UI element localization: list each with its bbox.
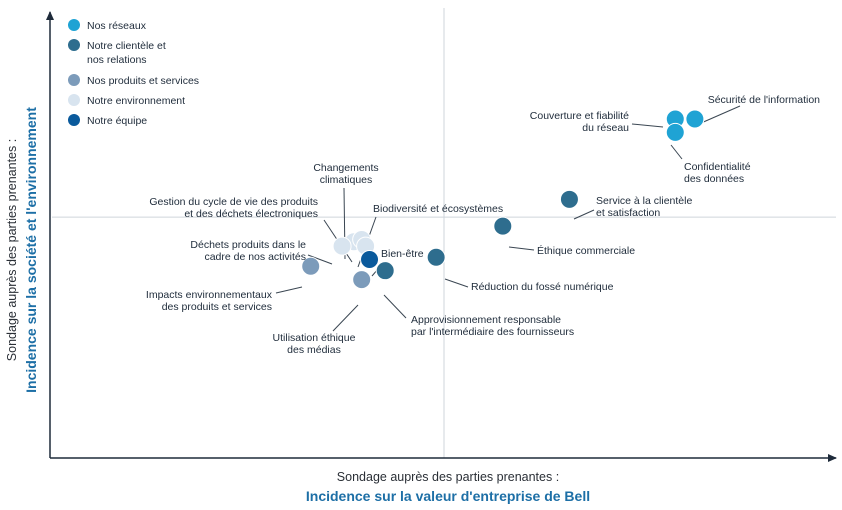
legend: Nos réseaux Notre clientèle et nos relatio… bbox=[68, 19, 199, 127]
leader-reduction-du-fosse-numerique bbox=[444, 278, 469, 288]
point-service-a-la-clientele-et-satisfaction bbox=[559, 189, 579, 209]
legend-label-produits: Nos produits et services bbox=[87, 75, 199, 87]
point-approvisionnement-responsable-par-l-intermediaire-des-fournisseurs bbox=[375, 261, 395, 281]
legend-marker-environnement bbox=[68, 94, 80, 106]
leader-confidentialite-des-donnees bbox=[670, 144, 683, 160]
point-impacts-environnementaux-des-produits-et-services bbox=[301, 256, 321, 276]
point-ethique-commerciale bbox=[493, 216, 513, 236]
label-confidentialite-des-donnees: Confidentialité des données bbox=[684, 161, 751, 185]
label-biodiversite-et-ecosystemes: Biodiversité et écosystèmes bbox=[373, 203, 503, 215]
x-axis-label-emphasis: Incidence sur la valeur d'entreprise de … bbox=[306, 488, 590, 504]
x-axis-label: Sondage auprès des parties prenantes : bbox=[337, 470, 559, 484]
label-couverture-et-fiabilite-du-reseau: Couverture et fiabilité du réseau bbox=[530, 110, 629, 134]
label-utilisation-ethique-des-medias: Utilisation éthique des médias bbox=[273, 332, 356, 356]
label-changements-climatiques: Changements climatiques bbox=[313, 162, 378, 186]
leader-approvisionnement-responsable-par-l-intermediaire-des-fournisseurs bbox=[383, 294, 407, 319]
point-reduction-du-fosse-numerique bbox=[426, 247, 446, 267]
label-approvisionnement-responsable-par-l-intermediaire-des-fournisseurs: Approvisionnement responsable par l'inter… bbox=[411, 314, 574, 338]
legend-label-environnement: Notre environnement bbox=[87, 95, 185, 107]
legend-marker-reseaux bbox=[68, 19, 80, 31]
legend-marker-produits bbox=[68, 74, 80, 86]
legend-label-reseaux: Nos réseaux bbox=[87, 20, 147, 32]
leader-dechets-produits-dans-le-cadre-de-nos-activites bbox=[307, 254, 333, 265]
point-labels: Sécurité de l'information Couverture et f… bbox=[146, 94, 820, 356]
point-bien-etre bbox=[360, 250, 380, 270]
label-service-a-la-clientele-et-satisfaction: Service à la clientèle et satisfaction bbox=[596, 195, 692, 219]
legend-marker-equipe bbox=[68, 114, 80, 126]
leader-impacts-environnementaux-des-produits-et-services bbox=[275, 286, 303, 294]
leader-ethique-commerciale bbox=[508, 246, 535, 251]
label-dechets-produits-dans-le-cadre-de-nos-activites: Déchets produits dans le cadre de nos act… bbox=[190, 239, 306, 263]
point-securite-de-l-information bbox=[685, 109, 705, 129]
label-reduction-du-fosse-numerique: Réduction du fossé numérique bbox=[471, 281, 614, 293]
data-points bbox=[301, 109, 705, 290]
y-axis-label-emphasis: Incidence sur la société et l'environnem… bbox=[23, 107, 39, 393]
leader-couverture-et-fiabilite-du-reseau bbox=[631, 123, 664, 128]
label-ethique-commerciale: Éthique commerciale bbox=[537, 244, 635, 257]
legend-label-clientele: Notre clientèle et nos relations bbox=[87, 40, 166, 66]
label-bien-etre: Bien-être bbox=[381, 248, 424, 260]
leader-utilisation-ethique-des-medias bbox=[332, 304, 359, 332]
label-gestion-du-cycle-de-vie-des-produits-et-des-dechets-electroniques: Gestion du cycle de vie des produits et d… bbox=[149, 196, 318, 220]
legend-label-equipe: Notre équipe bbox=[87, 115, 147, 127]
label-impacts-environnementaux-des-produits-et-services: Impacts environnementaux des produits et … bbox=[146, 289, 273, 313]
label-securite-de-l-information: Sécurité de l'information bbox=[708, 94, 820, 106]
leader-service-a-la-clientele-et-satisfaction bbox=[573, 209, 595, 220]
y-axis-label: Sondage auprès des parties prenantes : bbox=[5, 139, 19, 361]
point-confidentialite-des-donnees bbox=[665, 122, 685, 142]
legend-marker-clientele bbox=[68, 39, 80, 51]
point-dechets-produits-dans-le-cadre-de-nos-activites bbox=[332, 236, 352, 256]
point-utilisation-ethique-des-medias bbox=[352, 270, 372, 290]
